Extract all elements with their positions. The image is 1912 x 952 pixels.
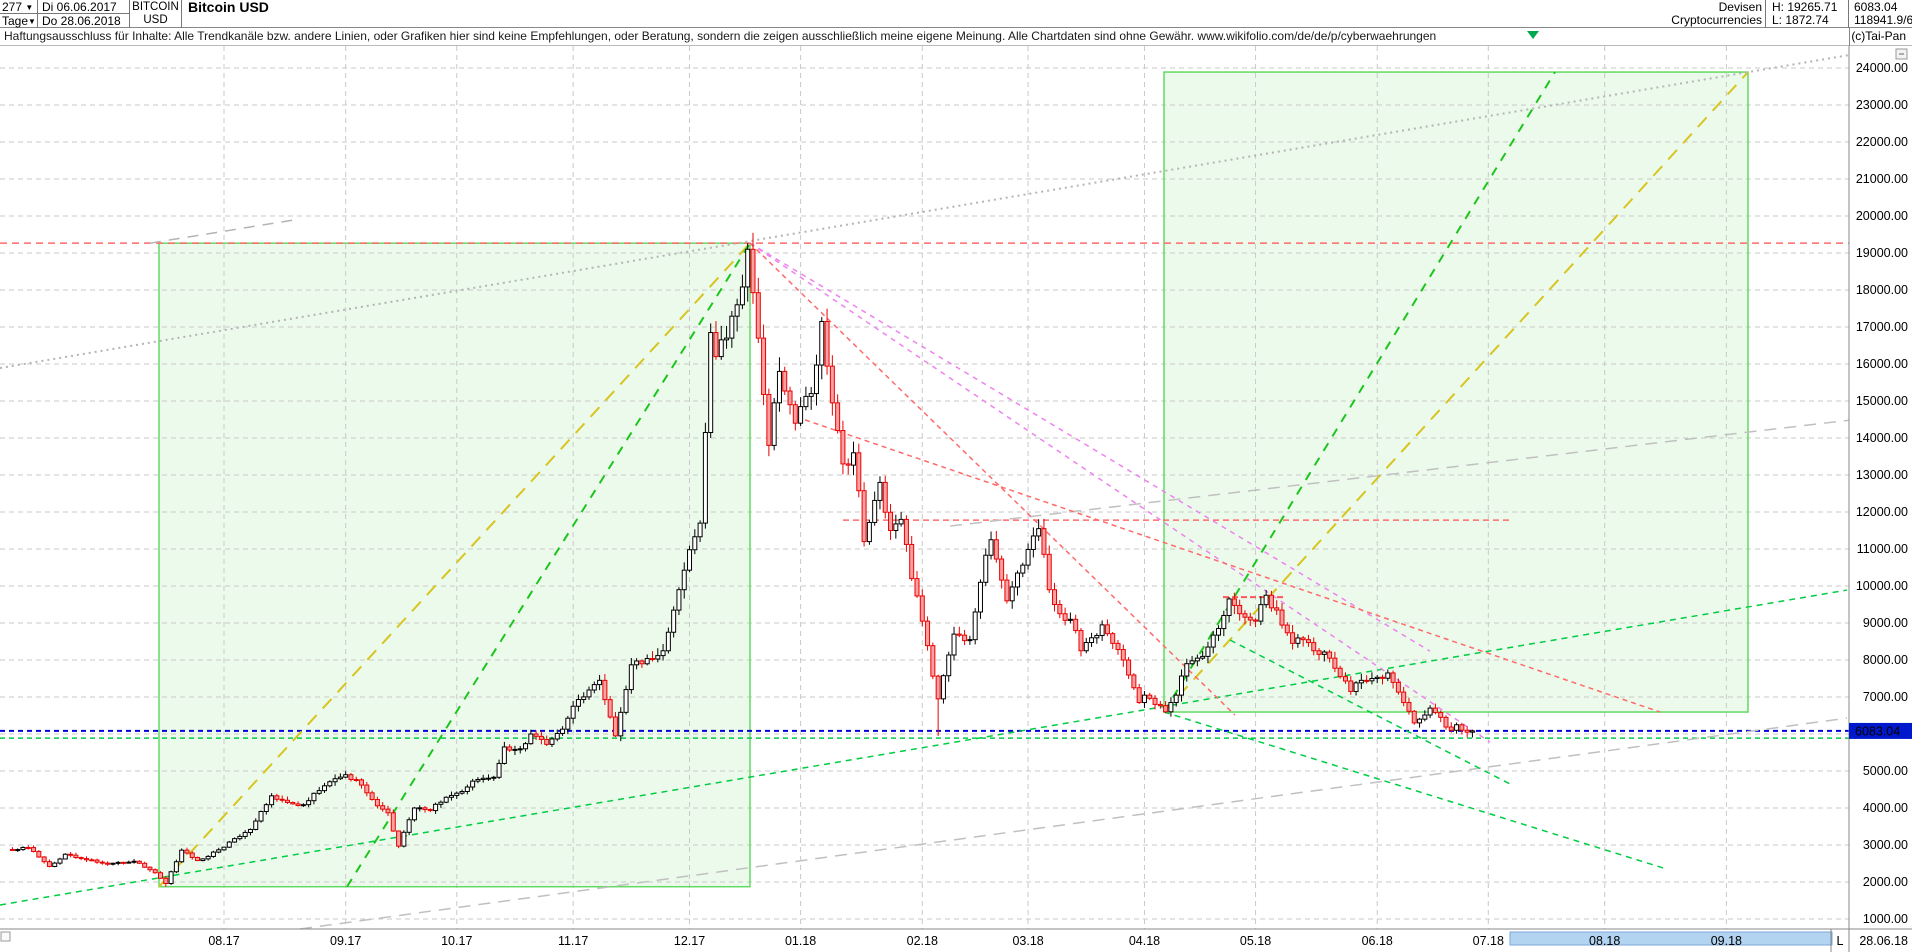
month-tick-label: 10.17 xyxy=(441,934,472,948)
high-low-cell: H: 19265.71 L: 1872.74 xyxy=(1769,0,1849,28)
month-tick-label: 08.18 xyxy=(1589,934,1620,948)
symbol-cell: BITCOIN USD xyxy=(130,0,182,28)
bars-count-value: 277 xyxy=(2,0,23,14)
price-tick-label: 5000.00 xyxy=(1863,764,1908,778)
last-bar-marker-label: L xyxy=(1837,934,1844,948)
green-longterm-support xyxy=(0,589,1848,906)
date-from-field[interactable]: Di 06.06.2017 xyxy=(38,0,130,14)
month-tick-label: 11.17 xyxy=(558,934,588,948)
period-dropdown[interactable]: Tage▼ xyxy=(0,14,38,28)
month-tick-label: 04.18 xyxy=(1129,934,1160,948)
date-to-field[interactable]: Do 28.06.2018 xyxy=(38,14,130,28)
axis-divider xyxy=(1849,28,1850,46)
month-tick-label: 05.18 xyxy=(1240,934,1271,948)
price-tick-label: 21000.00 xyxy=(1856,172,1908,186)
red-fan-shallow xyxy=(804,419,1661,713)
price-tick-label: 14000.00 xyxy=(1856,431,1908,445)
green-trend-2017 xyxy=(346,242,751,888)
overlay-box-borders xyxy=(158,71,1749,888)
gray-dotted-longterm xyxy=(0,54,1850,370)
price-tick-label: 23000.00 xyxy=(1856,98,1908,112)
axis-corner-box xyxy=(0,931,11,942)
projected-bull-run-2018-box xyxy=(1163,71,1749,713)
caret-down-icon: ▼ xyxy=(25,3,34,12)
price-tick-label: 12000.00 xyxy=(1856,505,1908,519)
bars-count-dropdown[interactable]: 277 ▼ xyxy=(0,0,38,14)
magenta-fan-1 xyxy=(749,242,1431,652)
gray-dashed-segment xyxy=(149,218,301,244)
copyright-label: (c)Tai-Pan xyxy=(1851,29,1906,43)
red-fan-steep xyxy=(749,242,1236,716)
green-desc-1 xyxy=(1229,639,1511,785)
price-tick-label: 1000.00 xyxy=(1863,912,1908,926)
price-tick-label: 24000.00 xyxy=(1856,61,1908,75)
magenta-fan-2 xyxy=(749,242,1491,743)
month-tick-label: 08.17 xyxy=(208,934,239,948)
month-tick-label: 07.18 xyxy=(1473,934,1504,948)
month-tick-label: 09.18 xyxy=(1711,934,1742,948)
header-bar: 277 ▼ Tage▼ Di 06.06.2017 Do 28.06.2018 … xyxy=(0,0,1912,28)
period-value: Tage xyxy=(2,14,29,28)
future-range-highlight xyxy=(1509,931,1833,946)
price-tick-label: 9000.00 xyxy=(1863,616,1908,630)
disclaimer-text: Haftungsausschluss für Inhalte: Alle Tre… xyxy=(0,28,1912,46)
month-tick-label: 03.18 xyxy=(1012,934,1043,948)
month-tick-label: 01.18 xyxy=(785,934,816,948)
current-price-tag xyxy=(1849,722,1912,739)
market-category: Devisen Cryptocurrencies xyxy=(1630,0,1766,28)
price-tick-label: 7000.00 xyxy=(1863,690,1908,704)
yellow-trend-2017 xyxy=(158,242,751,888)
candles xyxy=(9,232,1475,887)
price-tick-label: 18000.00 xyxy=(1856,283,1908,297)
price-tick-label: 2000.00 xyxy=(1863,875,1908,889)
gridlines xyxy=(0,46,1849,929)
last-price-volume-cell: 6083.04 118941.9/6 xyxy=(1854,0,1912,27)
price-axis: 1000.002000.003000.004000.005000.006000.… xyxy=(1848,46,1912,952)
price-tick-label: 8000.00 xyxy=(1863,653,1908,667)
price-tick-label: 22000.00 xyxy=(1856,135,1908,149)
month-tick-label: 09.17 xyxy=(330,934,361,948)
price-tick-label: 3000.00 xyxy=(1863,838,1908,852)
month-tick-label: 02.18 xyxy=(907,934,938,948)
price-tick-label: 17000.00 xyxy=(1856,320,1908,334)
chart-canvas[interactable]: 1000.002000.003000.004000.005000.006000.… xyxy=(0,46,1912,952)
gray-dashed-upper xyxy=(949,419,1850,527)
price-tick-label: 10000.00 xyxy=(1856,579,1908,593)
caret-down-icon: ▼ xyxy=(28,17,36,26)
price-tick-label: 11000.00 xyxy=(1857,542,1908,556)
price-tick-label: 15000.00 xyxy=(1856,394,1908,408)
page-title: Bitcoin USD xyxy=(188,0,269,15)
gray-dashed-lower xyxy=(299,717,1848,930)
current-price-tag-label: 6083.04 xyxy=(1855,724,1900,738)
price-tick-label: 19000.00 xyxy=(1856,246,1908,260)
last-date-label: 28.06.18 xyxy=(1859,934,1908,948)
price-tick-label: 4000.00 xyxy=(1863,801,1908,815)
price-tick-label: 16000.00 xyxy=(1856,357,1908,371)
bull-run-2017-box xyxy=(158,242,751,888)
marker-triangle-icon xyxy=(1527,31,1539,39)
price-tick-label: 13000.00 xyxy=(1856,468,1908,482)
month-tick-label: 12.17 xyxy=(674,934,705,948)
time-axis: 08.17 09.17 10.17 11.17 12.17 01.18 02.18 03.18… xyxy=(0,928,1912,952)
month-tick-label: 06.18 xyxy=(1362,934,1393,948)
price-tick-label: 20000.00 xyxy=(1856,209,1908,223)
